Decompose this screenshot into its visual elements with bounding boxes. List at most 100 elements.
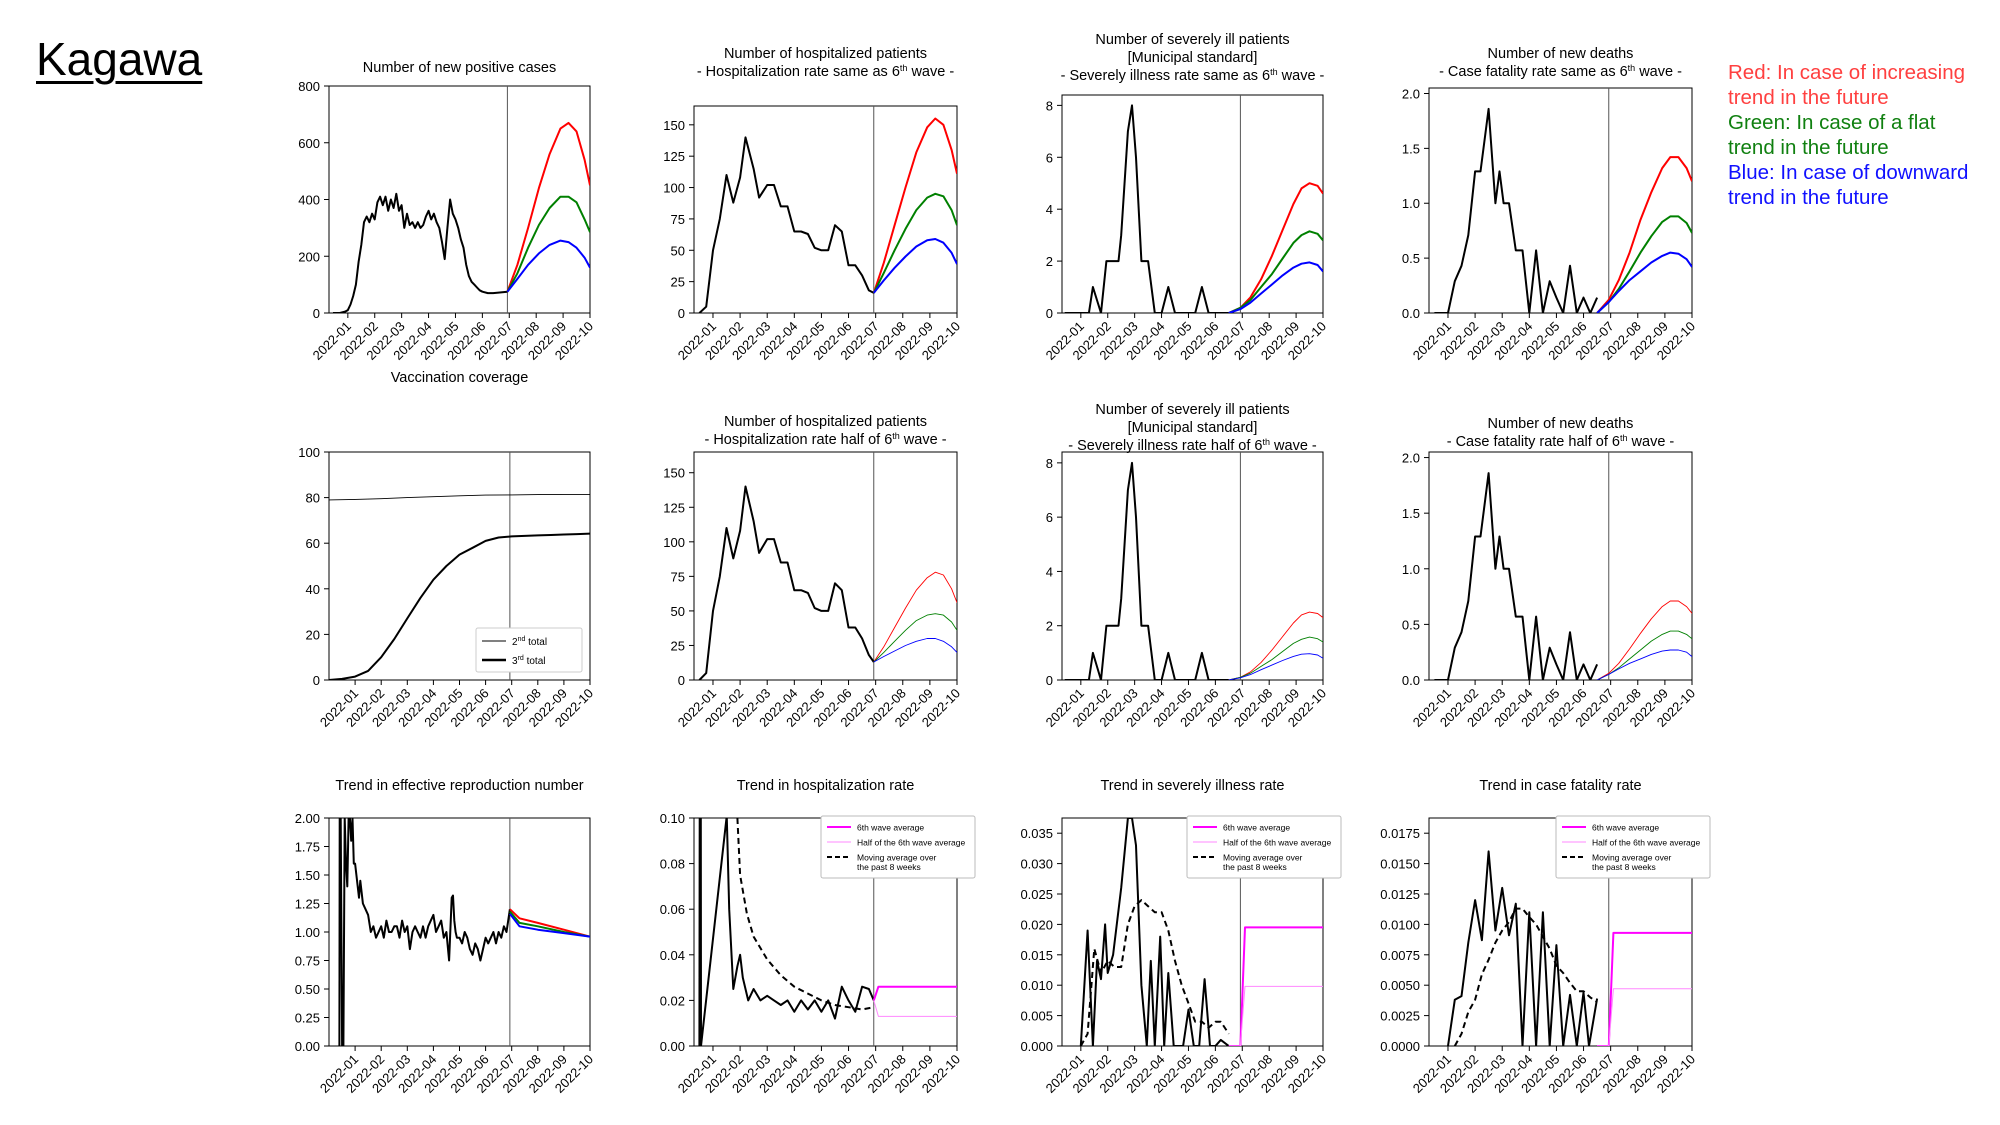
series-down	[1596, 251, 1692, 313]
page-title: Kagawa	[36, 33, 203, 85]
series-half	[1228, 985, 1323, 1046]
y-tick-label: 0.0125	[1380, 887, 1420, 902]
y-tick-label: 0.0150	[1380, 857, 1420, 872]
y-tick-label: 75	[671, 569, 685, 584]
series-actual	[1447, 850, 1599, 1046]
series-down	[1596, 649, 1692, 680]
y-tick-label: 4	[1046, 564, 1053, 579]
y-tick-label: 0.02	[660, 993, 685, 1008]
y-tick-label: 0.5	[1402, 251, 1420, 266]
y-tick-label: 4	[1046, 202, 1053, 217]
y-tick-label: 0	[313, 673, 320, 688]
legend-label: 6th wave average	[1223, 823, 1290, 833]
chart-title-line: Trend in hospitalization rate	[737, 778, 915, 794]
chart-fatality-rate: Trend in case fatality rate 0.0000 0.0025 0…	[1380, 778, 1711, 1096]
legend-label: the past 8 weeks	[1223, 862, 1287, 872]
y-tick-label: 200	[298, 249, 320, 264]
y-tick-label: 150	[663, 118, 685, 133]
note-line-green-1: Green: In case of a flat	[1728, 111, 1936, 134]
legend-label: Moving average over	[1223, 853, 1303, 863]
series-actual	[698, 136, 875, 313]
series-down	[1228, 653, 1323, 680]
series-actual-thin	[329, 493, 590, 501]
y-tick-label: 0.0175	[1380, 826, 1420, 841]
plot-frame	[693, 105, 958, 314]
y-tick-label: 2	[1046, 254, 1053, 269]
y-tick-label: 0.010	[1020, 978, 1053, 993]
series-flat	[1228, 636, 1323, 680]
y-tick-label: 100	[663, 535, 685, 550]
chart-title-line: - Hospitalization rate same as 6th wave …	[697, 63, 955, 80]
y-tick-label: 20	[306, 627, 320, 642]
y-tick-label: 1.25	[295, 897, 320, 912]
series-increase	[1596, 156, 1692, 313]
y-tick-label: 0.025	[1020, 887, 1053, 902]
series-flat	[873, 613, 957, 663]
note-line-red-1: Red: In case of increasing	[1728, 61, 1966, 84]
legend-label: 6th wave average	[1592, 823, 1659, 833]
chart-title-line: - Severely illness rate half of 6th wave…	[1068, 437, 1317, 454]
series-actual	[698, 818, 875, 1046]
chart-title-line: Number of hospitalized patients	[724, 414, 927, 430]
chart-title-line: [Municipal standard]	[1128, 420, 1258, 436]
y-tick-label: 25	[671, 638, 685, 653]
plot-frame	[693, 451, 958, 681]
y-tick-label: 0.08	[660, 857, 685, 872]
chart-title-line: Number of new deaths	[1488, 46, 1634, 62]
chart-severe-half: Number of severely ill patients [Municipa…	[1043, 402, 1330, 730]
y-tick-label: 60	[306, 536, 320, 551]
y-tick-label: 0.0000	[1380, 1039, 1420, 1054]
y-tick-label: 1.0	[1402, 196, 1420, 211]
series-down	[873, 238, 957, 294]
legend-label: 6th wave average	[857, 823, 924, 833]
y-tick-label: 400	[298, 193, 320, 208]
chart-hospitalized-half: Number of hospitalized patients- Hospita…	[663, 414, 963, 730]
chart-title-line: Number of hospitalized patients	[724, 46, 927, 62]
y-tick-label: 0.5	[1402, 617, 1420, 632]
series-actual	[698, 485, 875, 680]
y-tick-label: 0.25	[295, 1011, 320, 1026]
y-tick-label: 0.0	[1402, 306, 1420, 321]
legend-label: the past 8 weeks	[857, 862, 921, 872]
chart-severe-rate: Trend in severely illness rate 0.000 0.005…	[1020, 778, 1342, 1096]
series-actual	[1434, 472, 1599, 680]
series-dash	[1079, 899, 1230, 1046]
y-tick-label: 1.5	[1402, 141, 1420, 156]
scenario-color-note: Red: In case of increasing trend in the …	[1728, 60, 1968, 210]
y-tick-label: 0	[678, 673, 685, 688]
y-tick-label: 0.000	[1020, 1039, 1053, 1054]
series-increase	[1228, 182, 1323, 313]
y-tick-label: 0.75	[295, 954, 320, 969]
series-down	[873, 638, 957, 663]
series-flat	[1228, 230, 1323, 313]
y-tick-label: 1.5	[1402, 506, 1420, 521]
series-down	[509, 913, 590, 938]
y-tick-label: 8	[1046, 456, 1053, 471]
y-tick-label: 0.0050	[1380, 978, 1420, 993]
y-tick-label: 75	[671, 212, 685, 227]
y-tick-label: 6	[1046, 150, 1053, 165]
chart-title-line: - Severely illness rate same as 6th wave…	[1061, 67, 1325, 84]
rate-legend: 6th wave average Half of the 6th wave ave…	[1555, 815, 1711, 879]
y-tick-label: 0.0	[1402, 673, 1420, 688]
plot-frame	[1061, 94, 1324, 314]
y-tick-label: 1.00	[295, 925, 320, 940]
series-sixth	[872, 985, 957, 1001]
plot-frame	[328, 85, 591, 314]
chart-rt: Trend in effective reproduction number 0.…	[295, 778, 596, 1096]
y-tick-label: 0.04	[660, 948, 685, 963]
note-line-green-2: trend in the future	[1728, 136, 1889, 159]
y-tick-label: 25	[671, 275, 685, 290]
note-line-blue-2: trend in the future	[1728, 186, 1889, 209]
y-tick-label: 50	[671, 243, 685, 258]
y-tick-label: 125	[663, 500, 685, 515]
plot-frame	[1061, 451, 1324, 681]
y-tick-label: 2	[1046, 619, 1053, 634]
y-tick-label: 80	[306, 491, 320, 506]
series-increase	[506, 121, 590, 293]
vaccination-legend: 2nd total 3rd total	[475, 627, 583, 673]
y-tick-label: 0	[1046, 306, 1053, 321]
legend-label: the past 8 weeks	[1592, 862, 1656, 872]
y-tick-label: 100	[298, 445, 320, 460]
series-half	[873, 1000, 957, 1017]
